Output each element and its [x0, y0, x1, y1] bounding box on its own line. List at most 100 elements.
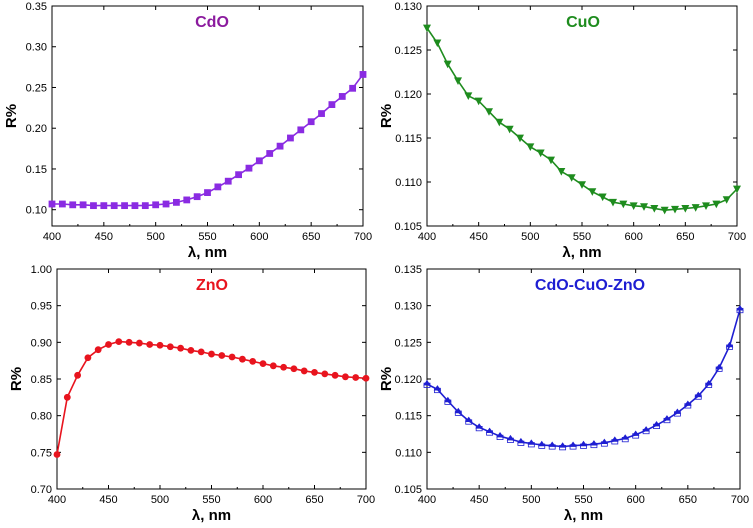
data-point: [228, 353, 236, 361]
y-axis-title: R%: [8, 367, 25, 391]
data-point: [590, 440, 598, 449]
x-tick-label: 500: [522, 494, 540, 506]
data-point: [58, 200, 66, 208]
data-point: [433, 385, 442, 394]
data-point-triangle: [663, 415, 671, 421]
data-point-triangle: [537, 440, 546, 447]
y-tick-label: 0.10: [26, 205, 47, 217]
data-point: [69, 201, 77, 209]
data-point: [208, 350, 215, 358]
data-point-triangle: [496, 432, 504, 438]
data-point: [423, 379, 431, 388]
data-point: [125, 338, 133, 346]
data-point-triangle: [475, 423, 483, 429]
data-point: [342, 373, 349, 381]
data-point: [214, 183, 222, 191]
data-point: [598, 193, 607, 202]
data-point: [454, 407, 463, 416]
data-point-triangle: [569, 441, 577, 447]
data-point: [619, 200, 628, 209]
data-point-triangle: [517, 437, 525, 444]
data-point: [725, 341, 734, 350]
data-point: [90, 202, 97, 210]
y-tick-label: 0.35: [26, 1, 47, 13]
y-tick-label: 0.125: [394, 337, 422, 349]
y-axis-title: R%: [378, 367, 395, 391]
data-point-triangle: [642, 426, 650, 432]
data-point-triangle: [736, 305, 744, 311]
data-point: [629, 202, 638, 210]
series-line: [52, 73, 364, 207]
x-tick-label: 700: [728, 231, 746, 243]
y-tick-label: 0.120: [394, 89, 422, 101]
data-point: [74, 371, 81, 379]
data-point: [297, 126, 305, 134]
data-point: [152, 201, 160, 209]
data-point: [548, 441, 556, 450]
data-point: [105, 341, 112, 348]
y-tick-label: 0.15: [26, 164, 47, 176]
data-point: [328, 101, 336, 108]
series-line: [56, 340, 367, 455]
data-point: [650, 205, 659, 213]
x-tick-label: 450: [95, 231, 113, 243]
x-tick-label: 400: [48, 494, 66, 506]
data-point: [663, 415, 671, 424]
data-point: [579, 440, 588, 449]
data-point-triangle: [548, 441, 556, 447]
data-point: [136, 339, 143, 347]
data-point: [280, 363, 287, 371]
data-point: [475, 423, 483, 432]
data-point: [197, 348, 205, 356]
data-point: [496, 432, 504, 441]
data-point: [352, 374, 360, 381]
data-point: [485, 108, 493, 116]
data-point: [177, 344, 185, 352]
chart-title: ZnO: [196, 277, 228, 294]
x-axis-title: λ, nm: [188, 244, 227, 261]
data-point: [349, 84, 357, 92]
chart-title: CdO-CuO-ZnO: [535, 277, 645, 294]
y-tick-label: 0.85: [31, 374, 52, 386]
y-tick-label: 0.95: [31, 301, 52, 313]
data-point: [359, 71, 367, 78]
data-point: [684, 400, 692, 409]
data-point: [249, 358, 257, 365]
x-tick-label: 450: [469, 231, 487, 243]
data-point: [588, 188, 597, 196]
data-point: [183, 196, 191, 204]
data-point-triangle: [621, 434, 630, 440]
data-point: [266, 150, 274, 157]
x-tick-label: 500: [146, 231, 164, 243]
data-point: [269, 362, 277, 370]
x-tick-label: 600: [626, 494, 644, 506]
x-tick-label: 600: [624, 231, 642, 243]
data-point: [578, 181, 586, 189]
data-point: [536, 149, 545, 158]
data-point: [53, 451, 61, 458]
y-tick-label: 0.25: [26, 82, 47, 94]
data-point-triangle: [725, 341, 734, 348]
x-tick-label: 600: [250, 231, 268, 243]
data-point: [736, 305, 744, 314]
data-point: [660, 206, 669, 215]
data-point-triangle: [694, 391, 703, 398]
data-point: [454, 77, 462, 85]
x-tick-label: 500: [521, 231, 539, 243]
y-axis-title: R%: [3, 104, 20, 128]
data-point: [474, 97, 483, 106]
data-point: [495, 118, 504, 127]
data-point: [290, 365, 298, 373]
data-point: [362, 374, 370, 382]
data-point: [173, 198, 180, 206]
x-tick-label: 550: [198, 231, 216, 243]
data-point: [255, 157, 263, 165]
data-point: [600, 438, 609, 447]
data-point: [276, 142, 284, 150]
data-point: [652, 421, 661, 430]
x-axis-title: λ, nm: [562, 244, 601, 261]
data-point: [712, 200, 721, 209]
data-point: [673, 408, 682, 417]
data-point: [609, 198, 617, 207]
